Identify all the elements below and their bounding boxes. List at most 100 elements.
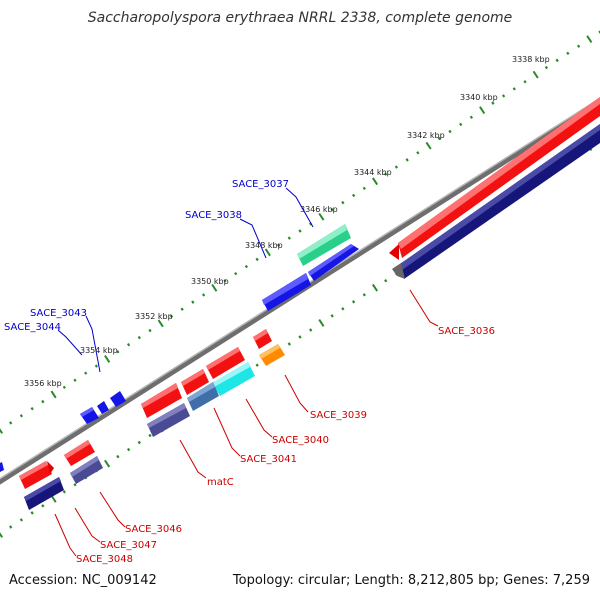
scale-label: 3340 kbp — [460, 93, 498, 102]
label-matc[interactable]: matC — [207, 477, 234, 488]
major-tick — [50, 390, 57, 399]
gene-sace-3044[interactable] — [80, 407, 99, 424]
minor-tick — [84, 371, 88, 375]
minor-tick — [384, 172, 388, 176]
scale-label: 3348 kbp — [245, 241, 283, 250]
gene-sace-3038[interactable] — [262, 244, 359, 311]
label-sace-3047[interactable]: SACE_3047 — [100, 540, 157, 551]
minor-tick — [169, 314, 174, 318]
gene-sace-3047[interactable] — [19, 461, 54, 489]
label-sace-3038[interactable]: SACE_3038 — [185, 210, 242, 221]
minor-tick — [148, 328, 152, 333]
gene-sace-3046[interactable] — [64, 440, 103, 484]
minor-tick — [351, 193, 356, 198]
minor-tick — [94, 364, 99, 368]
major-tick — [157, 319, 164, 328]
minor-tick — [30, 511, 34, 515]
accession-text: Accession: NC_009142 — [9, 573, 157, 588]
minor-tick — [448, 129, 452, 134]
minor-tick — [255, 257, 259, 262]
minor-tick — [73, 483, 77, 487]
label-sace-3041[interactable]: SACE_3041 — [240, 454, 297, 465]
major-tick — [0, 532, 4, 538]
gene-fragment — [0, 462, 4, 472]
scale-label: 3350 kbp — [191, 277, 229, 286]
major-tick — [318, 212, 325, 221]
gene-navy-3036-partner[interactable] — [392, 124, 600, 279]
gene-sace-3040[interactable] — [206, 347, 255, 396]
major-tick — [371, 177, 379, 186]
label-sace-3048[interactable]: SACE_3048 — [76, 554, 133, 565]
label-sace-3046[interactable]: SACE_3046 — [125, 524, 182, 535]
minor-tick — [362, 186, 366, 191]
minor-tick — [180, 307, 184, 311]
major-tick — [586, 35, 593, 43]
minor-tick — [555, 58, 559, 63]
minor-tick — [287, 342, 291, 346]
minor-tick — [384, 279, 388, 283]
minor-tick — [116, 454, 120, 459]
minor-tick — [191, 300, 195, 304]
minor-tick — [341, 200, 345, 205]
scale-label: 3338 kbp — [512, 55, 550, 64]
minor-tick — [416, 151, 420, 155]
minor-tick — [30, 406, 34, 411]
label-sace-3040[interactable]: SACE_3040 — [272, 435, 329, 446]
minor-tick — [523, 80, 527, 84]
reverse-leaders — [54, 289, 439, 557]
minor-tick — [287, 236, 291, 240]
minor-tick — [576, 44, 581, 48]
major-tick — [532, 70, 539, 79]
minor-tick — [309, 328, 313, 332]
gene-sace-3037[interactable] — [297, 224, 351, 266]
label-sace-3043[interactable]: SACE_3043 — [30, 308, 87, 319]
major-tick — [211, 283, 218, 292]
minor-tick — [62, 385, 66, 390]
outer-scale-ticks — [0, 30, 600, 434]
gene-sace-3043[interactable] — [97, 391, 126, 414]
map-title: Saccharopolyspora erythraea NRRL 2338, c… — [87, 10, 513, 26]
minor-tick — [491, 101, 495, 105]
minor-tick — [330, 207, 334, 212]
gene-sace-3041[interactable] — [181, 369, 219, 411]
major-tick — [104, 459, 111, 468]
scale-labels: 3338 kbp 3340 kbp 3342 kbp 3344 kbp 3346… — [24, 55, 550, 388]
minor-tick — [512, 87, 516, 91]
minor-tick — [148, 433, 152, 438]
forward-leaders — [57, 187, 314, 373]
scale-label: 3356 kbp — [24, 379, 62, 388]
gene-sace-3039[interactable] — [253, 329, 285, 366]
minor-tick — [351, 300, 356, 304]
minor-tick — [330, 314, 334, 318]
minor-tick — [394, 165, 399, 169]
scale-label: 3342 kbp — [407, 131, 445, 140]
scale-label: 3352 kbp — [135, 312, 173, 321]
minor-tick — [137, 440, 141, 445]
minor-tick — [9, 421, 13, 425]
minor-tick — [255, 363, 259, 367]
label-sace-3044[interactable]: SACE_3044 — [4, 322, 61, 333]
major-tick — [371, 283, 379, 292]
minor-tick — [459, 122, 463, 127]
major-tick — [318, 319, 325, 327]
minor-tick — [126, 343, 131, 347]
minor-tick — [298, 229, 302, 233]
gene-sace-3048[interactable] — [24, 477, 64, 510]
label-sace-3036[interactable]: SACE_3036 — [438, 326, 495, 337]
label-sace-3039[interactable]: SACE_3039 — [310, 410, 367, 421]
label-sace-3037[interactable]: SACE_3037 — [232, 179, 289, 190]
minor-tick — [544, 65, 549, 70]
minor-tick — [276, 243, 281, 247]
gene-matc[interactable] — [141, 383, 190, 437]
minor-tick — [19, 518, 24, 522]
minor-tick — [126, 447, 131, 452]
reverse-gene-labels: SACE_3036 SACE_3039 SACE_3040 SACE_3041 … — [76, 326, 495, 565]
genome-summary-text: Topology: circular; Length: 8,212,805 bp… — [232, 573, 590, 588]
scale-label: 3354 kbp — [80, 346, 118, 355]
minor-tick — [469, 115, 474, 119]
gene-sace-3036[interactable] — [389, 97, 600, 260]
minor-tick — [19, 414, 24, 418]
minor-tick — [201, 293, 206, 297]
